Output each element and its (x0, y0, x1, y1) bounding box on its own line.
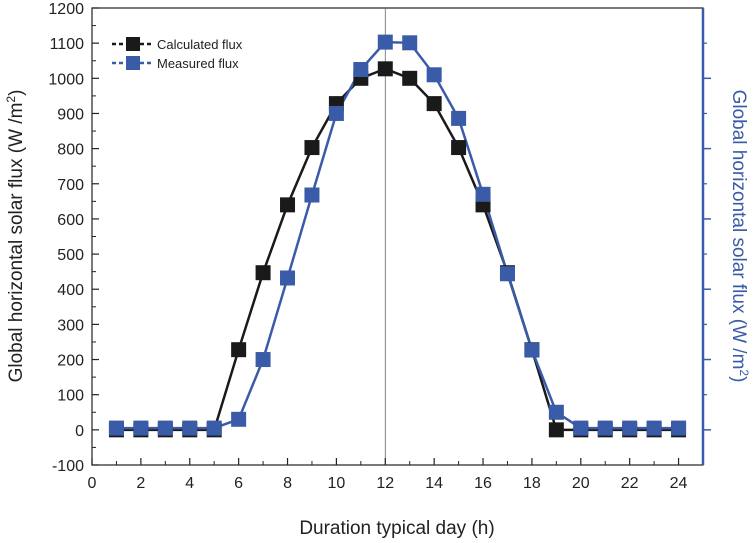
data-marker-1 (499, 266, 515, 282)
data-marker-1 (622, 420, 638, 436)
x-tick-label: 22 (621, 475, 639, 492)
axis-ticks (91, 7, 711, 466)
y-tick-label: 600 (57, 212, 84, 229)
y-tick-label: 1200 (48, 1, 84, 18)
legend-marker-1 (126, 56, 140, 70)
series-line-1 (116, 40, 679, 430)
data-marker-1 (231, 411, 247, 427)
data-marker-1 (597, 420, 613, 436)
data-marker-1 (353, 62, 369, 78)
y2-axis-title: Global horizontal solar flux (W /m2) (728, 90, 751, 383)
y-axis-title-main: Global horizontal solar flux (W /m (6, 103, 27, 383)
y-tick-label: 100 (57, 388, 84, 405)
y-tick-label: 1100 (50, 36, 85, 53)
data-marker-0 (548, 422, 564, 438)
y-tick-label: 400 (57, 282, 84, 299)
x-tick-labels: 0 2 4 6 8 10 12 14 16 18 20 22 24 (88, 475, 688, 492)
x-tick-label: 2 (136, 475, 145, 492)
data-marker-0 (280, 197, 296, 213)
data-marker-0 (304, 140, 320, 156)
data-marker-0 (231, 342, 247, 358)
data-marker-1 (671, 420, 687, 436)
data-series (108, 34, 687, 438)
data-marker-0 (426, 96, 442, 112)
x-tick-label: 0 (88, 475, 97, 492)
data-marker-1 (304, 187, 320, 203)
y-tick-label: -100 (52, 458, 84, 475)
data-marker-1 (108, 420, 124, 436)
legend-label-0: Calculated flux (157, 37, 243, 52)
y-tick-label: 800 (57, 142, 84, 159)
y2-axis-title-close: ) (728, 376, 749, 382)
y-tick-label: 200 (57, 353, 84, 370)
data-marker-1 (548, 404, 564, 420)
x-tick-label: 14 (425, 475, 443, 492)
y-tick-label: 900 (57, 106, 84, 123)
legend: Calculated flux Measured flux (112, 37, 243, 71)
y-axis-title: Global horizontal solar flux (W /m2) (4, 90, 27, 383)
data-marker-1 (646, 420, 662, 436)
y-tick-label: 1000 (48, 71, 84, 88)
legend-label-1: Measured flux (157, 56, 239, 71)
x-tick-label: 8 (283, 475, 292, 492)
plot-frame (91, 7, 704, 466)
y-tick-label: 300 (57, 317, 84, 334)
data-marker-1 (377, 34, 393, 50)
data-marker-1 (475, 186, 491, 202)
data-marker-1 (255, 352, 271, 368)
y-tick-label: 700 (57, 177, 84, 194)
y-tick-labels: -100 0 100 200 300 400 500 600 700 800 900 1000 1100… (48, 1, 84, 475)
data-marker-0 (255, 265, 271, 281)
data-marker-0 (402, 70, 418, 86)
x-tick-label: 16 (474, 475, 492, 492)
data-marker-1 (328, 105, 344, 121)
y-tick-label: 0 (75, 423, 84, 440)
series-line-0 (116, 67, 679, 432)
y-tick-label: 500 (57, 247, 84, 264)
x-tick-label: 12 (376, 475, 394, 492)
data-marker-1 (573, 420, 589, 436)
data-marker-1 (133, 420, 149, 436)
data-marker-1 (157, 420, 173, 436)
data-marker-1 (402, 35, 418, 51)
data-marker-1 (280, 270, 296, 286)
legend-marker-0 (126, 37, 140, 51)
data-marker-1 (182, 420, 198, 436)
y2-axis-title-sup: 2 (737, 369, 751, 376)
y2-axis-title-main: Global horizontal solar flux (W /m (728, 90, 749, 370)
data-marker-0 (451, 140, 467, 156)
x-tick-label: 20 (572, 475, 590, 492)
x-axis-title: Duration typical day (h) (299, 518, 494, 539)
data-marker-0 (377, 61, 393, 77)
x-tick-label: 18 (523, 475, 541, 492)
data-marker-1 (524, 342, 540, 358)
x-tick-label: 6 (234, 475, 243, 492)
y-axis-title-sup: 2 (4, 96, 18, 103)
y-axis-title-close: ) (6, 90, 27, 96)
x-tick-label: 10 (328, 475, 346, 492)
x-tick-label: 24 (670, 475, 688, 492)
data-marker-1 (451, 110, 467, 126)
data-marker-1 (206, 420, 222, 436)
data-marker-1 (426, 67, 442, 83)
x-tick-label: 4 (185, 475, 194, 492)
